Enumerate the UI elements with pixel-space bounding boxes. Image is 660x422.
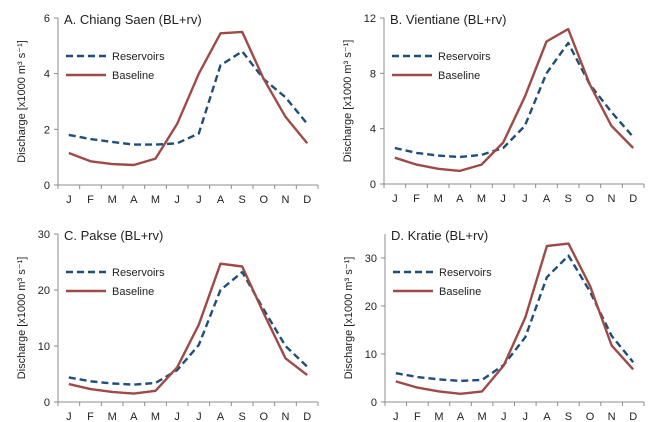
x-tick-label: O bbox=[260, 411, 269, 422]
x-tick-label: A bbox=[217, 194, 225, 206]
panel-title: C. Pakse (BL+rv) bbox=[64, 228, 163, 243]
x-tick-label: F bbox=[87, 194, 94, 206]
x-tick-label: D bbox=[303, 194, 311, 206]
chart-panel-2: 0 4 8 12 J F M A M J J A S O N D Discharge [x1000 m³ s⁻¹… bbox=[342, 12, 645, 205]
x-tick-label: S bbox=[564, 193, 571, 205]
x-tick-label: F bbox=[413, 193, 420, 205]
x-tick-label: M bbox=[477, 193, 486, 205]
series-line-baseline bbox=[395, 242, 635, 395]
y-axis-title: Discharge [x1000 m³ s⁻¹] bbox=[343, 257, 355, 380]
x-tick-label: D bbox=[303, 411, 311, 422]
y-tick-label: 8 bbox=[370, 68, 376, 80]
x-tick-label: F bbox=[87, 411, 94, 422]
x-tick-label: M bbox=[108, 194, 117, 206]
y-axis-title: Discharge [x1000 m³ s⁻¹] bbox=[342, 40, 354, 163]
x-tick-label: M bbox=[151, 194, 160, 206]
y-axis-title: Discharge [x1000 m³ s⁻¹] bbox=[16, 257, 28, 380]
y-tick-label: 0 bbox=[44, 397, 50, 409]
y-tick-label: 20 bbox=[38, 285, 50, 297]
legend-label-reservoirs: Reservoirs bbox=[439, 267, 492, 279]
x-tick-label: N bbox=[282, 194, 290, 206]
x-tick-label: N bbox=[282, 411, 290, 422]
y-tick-label: 12 bbox=[364, 13, 376, 25]
legend-label-reservoirs: Reservoirs bbox=[112, 267, 165, 279]
x-tick-label: J bbox=[522, 193, 528, 205]
x-tick-label: D bbox=[629, 193, 637, 205]
legend-label-baseline: Baseline bbox=[439, 286, 481, 298]
y-tick-label: 0 bbox=[371, 397, 377, 409]
x-tick-label: M bbox=[478, 411, 487, 422]
x-tick-label: M bbox=[151, 411, 160, 422]
y-tick-label: 10 bbox=[365, 349, 377, 361]
legend-label-reservoirs: Reservoirs bbox=[112, 51, 165, 63]
x-tick-label: O bbox=[586, 193, 595, 205]
y-tick-label: 30 bbox=[38, 229, 50, 241]
x-tick-label: J bbox=[66, 194, 72, 206]
y-tick-label: 20 bbox=[365, 301, 377, 313]
chart-panel-3: 0 10 20 30 J F M A M J J A S O N D Discharge [x1000 m³ s… bbox=[16, 228, 319, 422]
x-tick-label: J bbox=[392, 193, 398, 205]
x-tick-label: A bbox=[130, 194, 138, 206]
y-tick-label: 0 bbox=[370, 179, 376, 191]
y-tick-label: 4 bbox=[370, 124, 376, 136]
x-tick-label: A bbox=[457, 411, 465, 422]
x-tick-label: A bbox=[130, 411, 138, 422]
x-tick-label: J bbox=[174, 411, 180, 422]
y-tick-label: 10 bbox=[38, 341, 50, 353]
series-line-baseline bbox=[68, 262, 308, 395]
x-tick-label: A bbox=[543, 411, 551, 422]
y-tick-label: 4 bbox=[44, 69, 50, 81]
chart-panel-4: 0 10 20 30 J F M A M J J A S O N D Discharge [x1000 m³ s… bbox=[343, 228, 645, 422]
x-tick-label: J bbox=[393, 411, 399, 422]
x-tick-label: J bbox=[196, 411, 202, 422]
x-tick-label: S bbox=[565, 411, 572, 422]
x-tick-label: N bbox=[608, 193, 616, 205]
legend-label-baseline: Baseline bbox=[438, 70, 480, 82]
legend-label-baseline: Baseline bbox=[112, 70, 154, 82]
series-line-reservoirs bbox=[68, 50, 309, 146]
x-tick-label: D bbox=[629, 411, 637, 422]
x-tick-label: J bbox=[196, 194, 202, 206]
x-tick-label: O bbox=[260, 194, 269, 206]
series-line-reservoirs bbox=[395, 254, 635, 383]
y-tick-label: 6 bbox=[44, 13, 50, 25]
x-tick-label: O bbox=[586, 411, 595, 422]
series-line-baseline bbox=[68, 30, 309, 167]
x-tick-label: J bbox=[523, 411, 529, 422]
legend-label-reservoirs: Reservoirs bbox=[438, 51, 491, 63]
x-tick-label: J bbox=[174, 194, 180, 206]
panel-title: A. Chiang Saen (BL+rv) bbox=[64, 12, 202, 27]
series-line-baseline bbox=[394, 27, 635, 173]
y-axis-title: Discharge [x1000 m³ s⁻¹] bbox=[16, 40, 28, 163]
chart-panel-1: 0 2 4 6 J F M A M J J A S O N D Discharge [x1000 m³ s⁻¹]… bbox=[16, 12, 319, 206]
x-tick-label: A bbox=[543, 193, 551, 205]
panel-title: D. Kratie (BL+rv) bbox=[391, 228, 488, 243]
x-tick-label: M bbox=[108, 411, 117, 422]
x-tick-label: S bbox=[238, 411, 245, 422]
x-tick-label: A bbox=[456, 193, 464, 205]
x-tick-label: J bbox=[500, 193, 506, 205]
panel-title: B. Vientiane (BL+rv) bbox=[390, 12, 506, 27]
y-tick-label: 0 bbox=[44, 180, 50, 192]
legend-label-baseline: Baseline bbox=[112, 286, 154, 298]
x-tick-label: F bbox=[414, 411, 421, 422]
x-tick-label: S bbox=[238, 194, 245, 206]
x-tick-label: A bbox=[217, 411, 225, 422]
x-tick-label: M bbox=[434, 193, 443, 205]
x-tick-label: M bbox=[434, 411, 443, 422]
y-tick-label: 30 bbox=[365, 253, 377, 265]
x-tick-label: J bbox=[66, 411, 72, 422]
x-tick-label: J bbox=[501, 411, 507, 422]
x-tick-label: N bbox=[608, 411, 616, 422]
y-tick-label: 2 bbox=[44, 124, 50, 136]
